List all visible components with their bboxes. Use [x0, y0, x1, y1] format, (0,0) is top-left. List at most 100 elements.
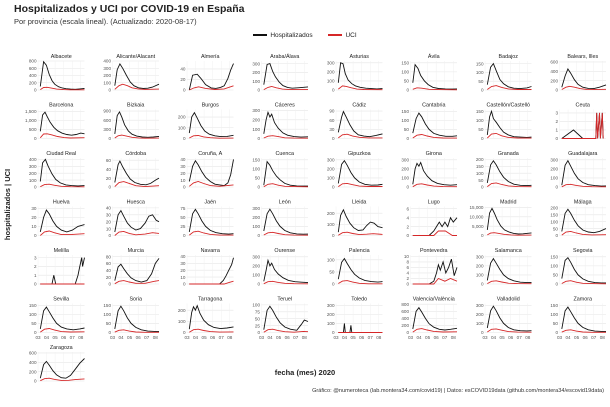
y-tick-label: 100 [476, 118, 484, 123]
y-tick-label: 50 [553, 226, 559, 231]
y-tick-label: 0 [481, 233, 484, 238]
y-tick-label: 300 [476, 303, 484, 308]
series-hospitalizados [188, 111, 234, 138]
panel-title: Coruña, A [198, 151, 222, 157]
y-tick-label: 10 [31, 224, 37, 229]
series-uci [114, 134, 160, 139]
y-tick-label: 100 [252, 303, 260, 308]
x-tick-label: 05 [276, 335, 282, 340]
y-tick-label: 600 [103, 118, 111, 123]
series-hospitalizados [412, 258, 458, 285]
y-tick-label: 300 [252, 108, 260, 113]
x-tick-label: 06 [136, 335, 142, 340]
y-tick-label: 300 [327, 61, 335, 66]
panel-title: Valladolid [497, 297, 520, 303]
y-tick-label: 200 [327, 70, 335, 75]
series-uci [114, 230, 160, 236]
panel-huelva: Huelva 0 10 20 30 [31, 200, 85, 238]
x-tick-label: 08 [451, 335, 457, 340]
y-tick-label: 200 [29, 80, 37, 85]
series-uci [189, 328, 234, 333]
y-tick-label: 300 [252, 255, 260, 260]
panel-title: Asturias [350, 54, 370, 60]
y-tick-label: 150 [401, 61, 409, 66]
y-tick-label: 0 [183, 136, 186, 141]
series-uci [189, 85, 234, 91]
panel-jaen: Jaén 0 25 50 75 [180, 200, 234, 238]
series-uci [40, 230, 85, 236]
y-tick-label: 20 [106, 219, 112, 224]
y-tick-label: 50 [553, 273, 559, 278]
series-hospitalizados [338, 323, 383, 333]
y-tick-label: 50 [553, 321, 559, 326]
y-tick-label: 1 [34, 273, 37, 278]
y-tick-label: 200 [252, 70, 260, 75]
series-uci [263, 280, 309, 285]
x-tick-label: 08 [153, 335, 159, 340]
series-hospitalizados [486, 305, 532, 332]
y-tick-label: 0 [481, 185, 484, 190]
y-tick-label: 200 [550, 167, 558, 172]
y-tick-label: 150 [476, 164, 484, 169]
series-hospitalizados [39, 306, 85, 331]
series-hospitalizados [486, 109, 532, 138]
x-tick-label: 07 [368, 335, 374, 340]
x-tick-label: 06 [508, 335, 514, 340]
series-hospitalizados [188, 63, 234, 91]
panel-caceres: Cáceres 0 100 200 300 [252, 103, 309, 141]
series-hospitalizados [263, 258, 309, 284]
y-tick-label: 0 [406, 233, 409, 238]
y-tick-label: 1 [555, 128, 558, 133]
series-hospitalizados [337, 62, 383, 90]
series-hospitalizados [561, 256, 606, 284]
panel-ceuta: Ceuta 0 1 2 3 [555, 103, 606, 141]
series-hospitalizados [114, 62, 160, 89]
panel-title: Sevilla [53, 297, 69, 303]
series-hospitalizados [412, 216, 458, 236]
y-tick-label: 4 [406, 271, 409, 276]
x-tick-label: 08 [78, 335, 84, 340]
y-tick-label: 0 [183, 330, 186, 335]
panel-ciudad-real: Ciudad Real 0 100 200 300 400 [29, 151, 85, 190]
series-uci [338, 133, 383, 139]
series-uci [189, 181, 234, 187]
panel-cordoba: Córdoba 0 20 40 60 [106, 151, 160, 190]
panel-title: Lleida [352, 200, 366, 206]
panel-alicante-alacant: Alicante/Alacant 0 100 200 300 400 [103, 54, 160, 93]
x-tick-label: 08 [525, 335, 531, 340]
legend: Hospitalizados UCI [0, 32, 610, 44]
y-tick-label: 0 [555, 185, 558, 190]
y-tick-label: 600 [29, 351, 37, 356]
series-uci [189, 230, 234, 236]
y-tick-label: 6 [406, 265, 409, 270]
y-tick-label: 0 [481, 330, 484, 335]
panel-murcia: Murcia 0 20 40 60 80 [106, 248, 160, 287]
panel-title: Albacete [51, 54, 72, 60]
series-hospitalizados [39, 158, 85, 187]
y-tick-label: 100 [327, 258, 335, 263]
panel-title: Segovia [573, 248, 592, 254]
panel-title: Cáceres [275, 103, 295, 109]
x-tick-label: 03 [184, 335, 190, 340]
x-tick-label: 08 [302, 335, 308, 340]
series-hospitalizados [188, 159, 234, 187]
y-tick-label: 10 [180, 275, 186, 280]
panel-zaragoza: Zaragoza 0 200 400 600 [29, 345, 85, 384]
y-tick-label: 100 [476, 321, 484, 326]
panel-title: León [279, 200, 291, 206]
y-tick-label: 200 [550, 206, 558, 211]
y-tick-label: 150 [476, 109, 484, 114]
panel-navarra: Navarra 0 10 20 30 40 [180, 248, 234, 287]
y-tick-label: 25 [255, 323, 261, 328]
series-hospitalizados [114, 305, 159, 332]
y-tick-label: 0 [555, 233, 558, 238]
series-hospitalizados [39, 111, 85, 136]
panel-cuenca: Cuenca 0 50 100 150 [252, 151, 309, 190]
y-tick-label: 200 [401, 323, 409, 328]
y-tick-label: 50 [404, 79, 410, 84]
panel-title: Castellón/Castelló [487, 103, 530, 109]
y-tick-label: 100 [252, 127, 260, 132]
panel-segovia: Segovia 0 50 100 150 [550, 248, 607, 287]
y-tick-label: 200 [178, 115, 186, 120]
